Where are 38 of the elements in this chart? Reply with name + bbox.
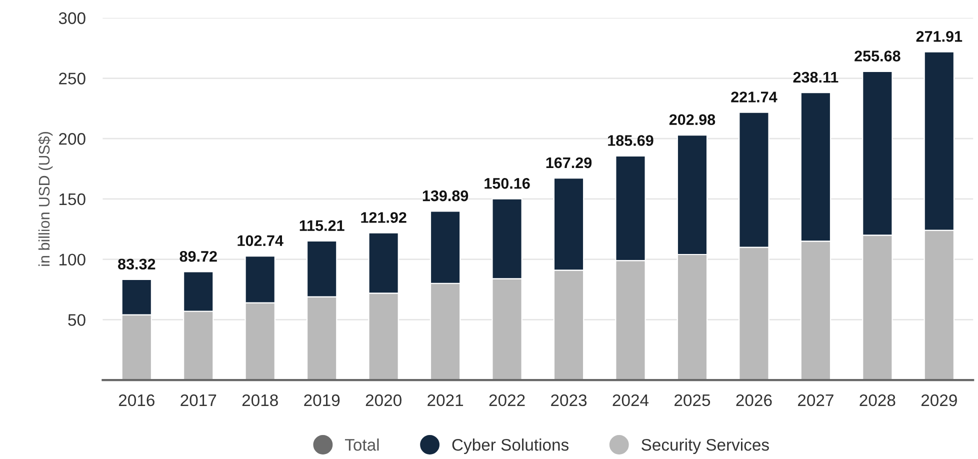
total-label: 271.91 (916, 31, 962, 42)
y-tick-label: 200 (59, 133, 86, 145)
x-tick-label: 2027 (798, 394, 834, 406)
x-tick-label: 2020 (366, 394, 402, 406)
y-tick-label: 100 (59, 254, 86, 266)
x-tick-label: 2029 (921, 394, 957, 406)
x-tick-label: 2024 (612, 394, 649, 406)
total-label: 185.69 (608, 135, 654, 146)
x-tick-label: 2025 (674, 394, 710, 406)
x-tick-label: 2021 (428, 394, 464, 406)
y-tick-label: 150 (59, 193, 86, 206)
x-tick-label: 2019 (304, 394, 340, 406)
total-label: 102.74 (238, 235, 284, 246)
total-label: 121.92 (361, 212, 406, 223)
x-tick-label: 2017 (180, 394, 216, 406)
legend-label: Cyber Solutions (452, 438, 569, 454)
x-tick-label: 2018 (242, 394, 278, 406)
total-label: 221.74 (731, 92, 778, 102)
total-label: 83.32 (118, 258, 156, 270)
x-tick-label: 2026 (736, 394, 772, 406)
y-tick-label: 250 (59, 72, 86, 84)
total-label: 167.29 (546, 157, 592, 168)
y-axis-title: in billion USD (US$) (38, 132, 53, 266)
total-label: 115.21 (300, 220, 344, 232)
total-label: 202.98 (669, 114, 716, 126)
total-label: 238.11 (793, 72, 838, 83)
y-tick-label: 300 (58, 12, 86, 24)
x-tick-label: 2022 (489, 394, 525, 406)
total-label: 89.72 (180, 250, 217, 262)
total-label: 150.16 (484, 178, 530, 189)
x-tick-label: 2028 (860, 394, 896, 406)
legend-label: Security Services (642, 438, 769, 454)
x-tick-label: 2016 (118, 394, 154, 406)
total-label: 139.89 (422, 190, 468, 202)
legend-label: Total (344, 438, 379, 451)
x-tick-label: 2023 (551, 394, 587, 406)
total-label: 255.68 (854, 50, 900, 62)
y-tick-label: 50 (68, 314, 86, 326)
